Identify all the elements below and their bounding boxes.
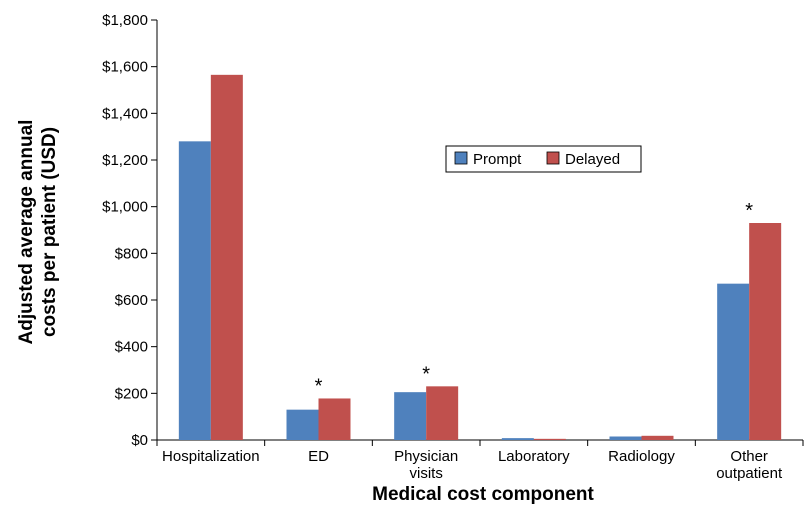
x-tick-label: Hospitalization xyxy=(162,448,260,465)
y-tick-label: $200 xyxy=(115,385,148,402)
legend-swatch-prompt xyxy=(454,151,468,165)
significance-marker: * xyxy=(422,363,430,385)
legend-swatch-delayed xyxy=(546,151,560,165)
y-tick-label: $800 xyxy=(115,245,148,262)
bar-delayed-hospitalization xyxy=(210,74,243,440)
bar-delayed-physician-visits xyxy=(426,386,459,440)
y-axis-title-line-2: costs per patient (USD) xyxy=(39,127,60,337)
bar-delayed-laboratory xyxy=(533,438,566,440)
x-tick-label: Laboratory xyxy=(498,448,570,465)
x-tick-label: Physician xyxy=(394,448,458,465)
significance-markers: * * * xyxy=(315,200,754,397)
significance-marker: * xyxy=(745,200,753,222)
bar-prompt-ed xyxy=(286,409,319,440)
x-tick-label: outpatient xyxy=(716,465,783,482)
bar-delayed-ed xyxy=(318,398,351,440)
x-tick-label: Other xyxy=(730,448,768,465)
y-tick-label: $1,000 xyxy=(102,199,148,216)
legend: Prompt Delayed xyxy=(445,145,642,173)
bar-prompt-other-outpatient xyxy=(717,283,750,440)
legend-label-delayed: Delayed xyxy=(565,151,620,168)
legend-label-prompt: Prompt xyxy=(473,151,522,168)
y-tick-label: $0 xyxy=(131,432,148,449)
y-tick-label: $600 xyxy=(115,292,148,309)
y-tick-label: $1,200 xyxy=(102,152,148,169)
y-axis: $0 $200 $400 $600 $800 $1,000 $1,200 $1,400 $1,6… xyxy=(102,12,158,449)
bar-prompt-physician-visits xyxy=(394,392,427,440)
bar-prompt-hospitalization xyxy=(178,141,211,441)
legend-box xyxy=(445,145,642,173)
x-axis-title: Medical cost component xyxy=(372,484,594,505)
y-tick-label: $1,400 xyxy=(102,105,148,122)
y-tick-label: $1,800 xyxy=(102,12,148,29)
significance-marker: * xyxy=(315,375,323,397)
bar-prompt-laboratory xyxy=(501,438,534,440)
y-tick-label: $400 xyxy=(115,339,148,356)
bar-delayed-radiology xyxy=(641,435,674,440)
y-tick-label: $1,600 xyxy=(102,59,148,76)
x-tick-label: visits xyxy=(409,465,442,482)
bar-prompt-radiology xyxy=(609,436,642,440)
x-tick-label: Radiology xyxy=(608,448,675,465)
x-tick-label: ED xyxy=(308,448,329,465)
bar-delayed-other-outpatient xyxy=(749,223,782,440)
bars xyxy=(178,74,782,441)
y-axis-title-line-1: Adjusted average annual xyxy=(16,120,37,345)
